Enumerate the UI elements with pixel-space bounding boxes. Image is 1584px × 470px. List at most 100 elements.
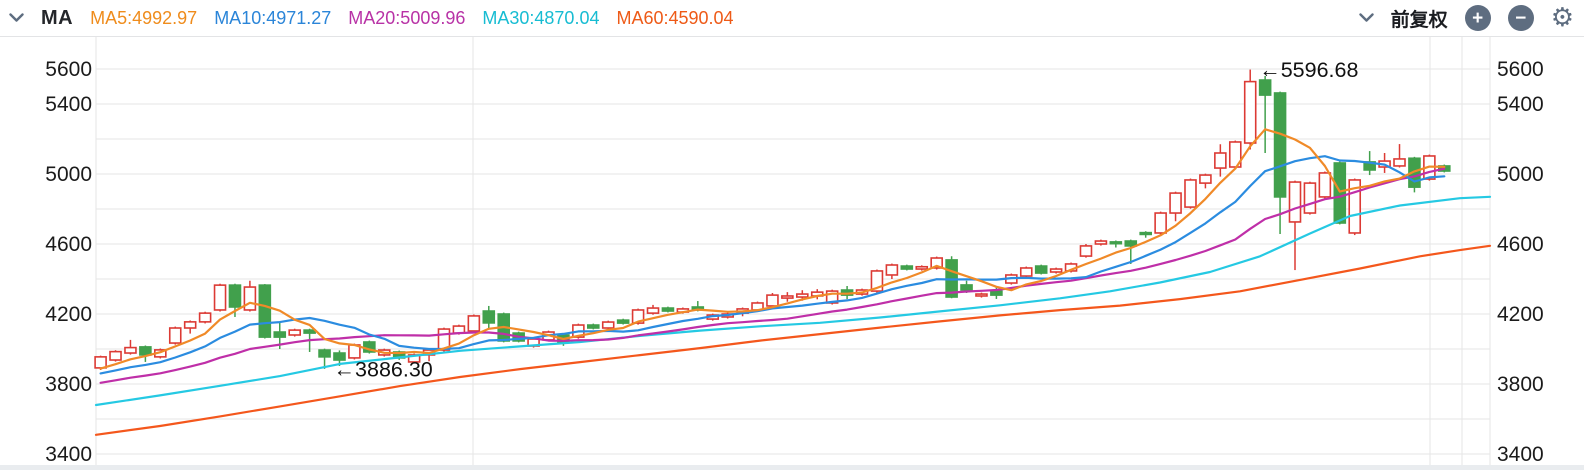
candle bbox=[661, 307, 675, 312]
y-tick-left: 5400 bbox=[45, 93, 92, 116]
candle bbox=[990, 290, 1003, 296]
candle bbox=[930, 257, 943, 269]
y-tick-right: 4600 bbox=[1497, 233, 1544, 256]
y-tick-left: 3800 bbox=[45, 373, 92, 396]
ma30-line bbox=[94, 195, 1492, 407]
candle bbox=[1393, 158, 1406, 167]
y-tick-left: 3400 bbox=[45, 443, 92, 466]
candle bbox=[1079, 245, 1093, 257]
indicator-label: MA bbox=[41, 6, 74, 29]
ma-legend: MA MA5:4992.97 MA10:4971.27 MA20:5009.96… bbox=[0, 7, 734, 30]
candle bbox=[1154, 212, 1167, 234]
candle bbox=[1243, 80, 1257, 144]
settings-gear-icon[interactable]: ⚙ bbox=[1550, 3, 1574, 33]
low-price-annotation: ←3886.30 bbox=[334, 357, 433, 381]
candle bbox=[1139, 231, 1152, 236]
legend-item-ma5: MA5:4992.97 bbox=[90, 7, 198, 28]
candle bbox=[1288, 181, 1302, 223]
candle bbox=[766, 294, 779, 307]
candle bbox=[1303, 182, 1317, 214]
candle bbox=[1408, 157, 1421, 188]
candle bbox=[586, 324, 600, 329]
candle bbox=[616, 319, 630, 324]
y-tick-right: 4200 bbox=[1497, 303, 1544, 326]
adjustment-mode-dropdown[interactable]: 前复权 bbox=[1390, 9, 1448, 31]
candles bbox=[94, 69, 1451, 370]
candle bbox=[781, 295, 794, 299]
candle bbox=[885, 264, 899, 276]
candle bbox=[183, 321, 197, 329]
candle bbox=[1273, 92, 1287, 198]
gridlines bbox=[95, 37, 1491, 465]
y-tick-left: 4600 bbox=[45, 233, 92, 256]
legend-item-ma60: MA60:4590.04 bbox=[616, 7, 734, 28]
ma20-line bbox=[99, 167, 1446, 384]
candle bbox=[273, 331, 287, 338]
candle bbox=[1019, 267, 1033, 277]
adjustment-chevron-icon[interactable] bbox=[1358, 13, 1374, 23]
candle bbox=[243, 286, 257, 311]
candle bbox=[975, 293, 988, 297]
candle bbox=[646, 307, 660, 314]
indicator-collapse-chevron-icon[interactable] bbox=[9, 13, 24, 23]
candle bbox=[900, 265, 914, 270]
toolbar-right-group: 前复权 + − ⚙ bbox=[1358, 0, 1574, 36]
candle bbox=[1049, 268, 1063, 273]
candle bbox=[1258, 79, 1272, 96]
candle bbox=[915, 265, 929, 270]
indicator-toolbar: MA MA5:4992.97 MA10:4971.27 MA20:5009.96… bbox=[0, 0, 1584, 37]
candle bbox=[333, 352, 346, 361]
candle bbox=[1333, 162, 1347, 224]
legend-item-ma20: MA20:5009.96 bbox=[348, 7, 466, 28]
candle bbox=[198, 312, 212, 323]
ma5-line bbox=[99, 128, 1446, 370]
candle bbox=[139, 346, 152, 356]
candle bbox=[631, 309, 645, 324]
high-price-annotation: ←5596.68 bbox=[1259, 58, 1358, 82]
candle bbox=[124, 346, 137, 354]
candle bbox=[1169, 192, 1182, 214]
y-tick-left: 4200 bbox=[45, 303, 92, 326]
candle bbox=[467, 315, 481, 332]
ma10-line bbox=[99, 155, 1446, 375]
y-tick-left: 5600 bbox=[45, 58, 92, 81]
candle bbox=[1199, 174, 1212, 184]
y-tick-right: 3400 bbox=[1497, 443, 1544, 466]
candle bbox=[1348, 179, 1362, 234]
candle bbox=[213, 284, 227, 311]
legend-item-ma10: MA10:4971.27 bbox=[214, 7, 332, 28]
zoom-in-button[interactable]: + bbox=[1464, 5, 1491, 31]
candle bbox=[258, 284, 272, 338]
candle bbox=[1124, 240, 1138, 247]
candle bbox=[94, 356, 107, 369]
candle bbox=[1094, 240, 1108, 245]
candle bbox=[1318, 172, 1332, 198]
y-axis-labels: 5600 5600 5400 5400 5000 5000 4600 4600 4200 4200… bbox=[45, 58, 1543, 466]
candle bbox=[1184, 179, 1197, 208]
candle bbox=[303, 329, 316, 334]
candle bbox=[168, 327, 182, 344]
candle bbox=[960, 284, 973, 291]
ma60-line bbox=[94, 244, 1492, 436]
y-tick-right: 3800 bbox=[1497, 373, 1544, 396]
candle bbox=[1109, 241, 1123, 245]
candle bbox=[288, 329, 301, 336]
y-tick-left: 5000 bbox=[45, 163, 92, 186]
candle bbox=[109, 350, 122, 361]
candle bbox=[796, 293, 809, 298]
candle bbox=[870, 270, 884, 292]
y-tick-right: 5000 bbox=[1497, 163, 1544, 186]
horizontal-scrollbar[interactable] bbox=[0, 465, 1584, 470]
candle bbox=[318, 349, 331, 358]
y-tick-right: 5400 bbox=[1497, 93, 1544, 116]
candle bbox=[1214, 152, 1227, 169]
candle bbox=[601, 321, 615, 329]
y-tick-right: 5600 bbox=[1497, 58, 1544, 81]
zoom-out-button[interactable]: − bbox=[1507, 5, 1534, 31]
candle bbox=[228, 284, 242, 308]
candle bbox=[482, 310, 496, 324]
legend-item-ma30: MA30:4870.04 bbox=[482, 7, 600, 28]
